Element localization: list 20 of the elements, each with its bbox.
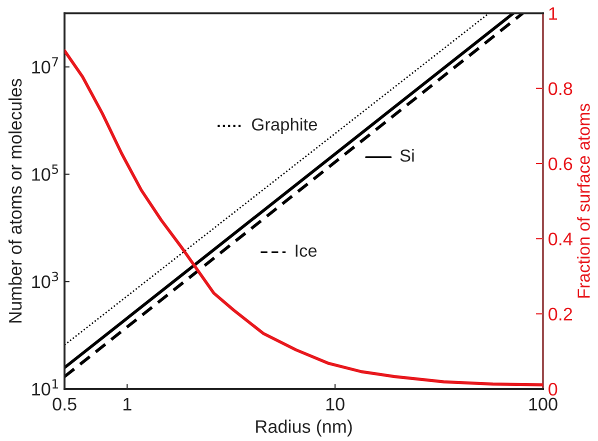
y2-axis-title: Fraction of surface atoms — [577, 104, 590, 298]
y-tick-label: 10$^{7}$ — [32, 57, 58, 74]
x-tick-label: 1 — [124, 398, 132, 410]
y2-tick-label: 0.8 — [548, 82, 572, 96]
y2-tick-label: 0 — [548, 382, 558, 396]
x-axis-title: Radius (nm) — [256, 420, 352, 437]
y-tick-label: 10$^{5}$ — [32, 164, 58, 181]
x-tick-label: 10 — [326, 398, 344, 411]
legend-label: Si — [400, 149, 414, 162]
y2-tick-label: 0.6 — [548, 157, 572, 170]
y2-tick-label: 0.2 — [548, 308, 572, 321]
y-tick-label: 10$^{1}$ — [32, 379, 58, 396]
legend-label: Graphite — [252, 118, 317, 134]
y-tick-label: 10$^{3}$ — [32, 272, 58, 288]
x-tick-label: 100 — [529, 398, 558, 411]
y2-tick-label: 0.4 — [548, 232, 572, 246]
x-tick-label: 0.5 — [52, 398, 76, 411]
y-axis-title: Number of atoms or molecules — [8, 78, 22, 323]
legend-label: Ice — [296, 244, 317, 257]
y2-tick-label: 1 — [549, 7, 558, 20]
